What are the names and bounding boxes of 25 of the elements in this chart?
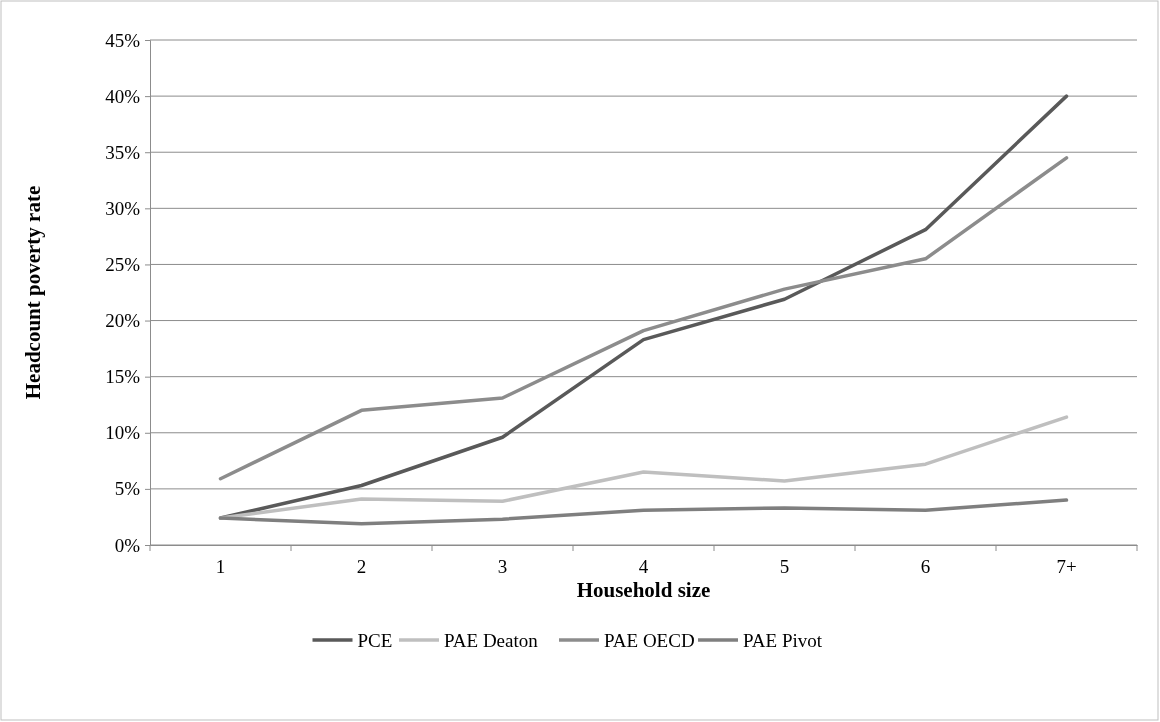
y-tick-label: 5%: [114, 478, 141, 500]
y-tick-label: 10%: [105, 422, 141, 444]
y-tick-label: 30%: [105, 197, 141, 219]
legend-label: PAE Pivot: [743, 630, 823, 651]
line-series: [218, 415, 1069, 520]
x-tick-label: 3: [497, 555, 508, 577]
x-axis-title: Household size: [576, 578, 711, 602]
y-tick-label: 40%: [105, 85, 141, 107]
y-tick-label: 25%: [105, 254, 141, 276]
y-axis-title: Headcount poverty rate: [21, 185, 45, 400]
y-tick-label: 35%: [105, 141, 141, 163]
x-tick-label: 7+: [1056, 555, 1077, 577]
y-tick-label: 15%: [105, 366, 141, 388]
legend-label: PCE: [357, 630, 393, 651]
line-series: [218, 498, 1069, 526]
x-tick-label: 1: [215, 555, 226, 577]
x-tick-label: 5: [779, 555, 790, 577]
legend-label: PAE OECD: [604, 630, 695, 651]
x-tick-label: 4: [638, 555, 649, 577]
y-tick-label: 0%: [114, 534, 141, 556]
y-tick-label: 45%: [105, 29, 141, 51]
x-tick-label: 2: [356, 555, 367, 577]
y-tick-label: 20%: [105, 310, 141, 332]
x-tick-label: 6: [920, 555, 931, 577]
legend-label: PAE Deaton: [444, 630, 539, 651]
